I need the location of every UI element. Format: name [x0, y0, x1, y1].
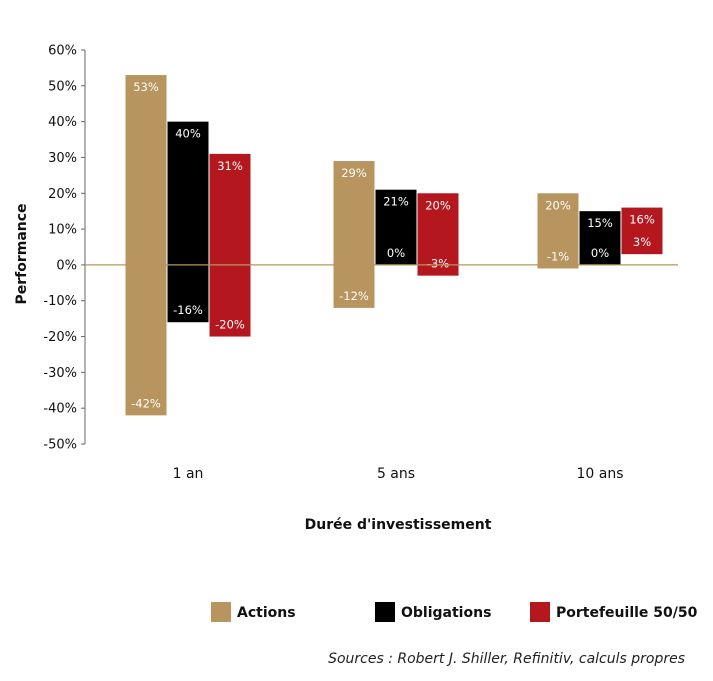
- legend-swatch: [530, 602, 550, 622]
- legend-swatch: [211, 602, 231, 622]
- data-label-min: -20%: [215, 318, 245, 332]
- legend-label: Actions: [237, 605, 296, 621]
- y-tick-label: 40%: [48, 115, 77, 130]
- y-tick-label: 30%: [48, 151, 77, 166]
- y-tick-label: -20%: [43, 330, 77, 345]
- data-label-min: 0%: [591, 246, 609, 260]
- y-tick-label: -40%: [43, 402, 77, 417]
- x-category-label: 5 ans: [377, 466, 415, 482]
- data-label-max: 31%: [217, 159, 243, 173]
- bar-actions: [333, 161, 375, 308]
- data-label-max: 20%: [425, 198, 451, 212]
- y-tick-label: -10%: [43, 294, 77, 309]
- data-label-min: -3%: [427, 257, 449, 271]
- y-tick-label: -50%: [43, 438, 77, 453]
- y-tick-label: 60%: [48, 44, 77, 59]
- source-note: Sources : Robert J. Shiller, Refinitiv, …: [328, 651, 685, 667]
- x-category-label: 10 ans: [576, 466, 623, 482]
- bar-actions: [537, 193, 579, 269]
- y-tick-label: 20%: [48, 187, 77, 202]
- y-axis: 60% 50% 40% 30% 20% 10% 0% -10% -20% -30% -40% -50%: [43, 44, 86, 453]
- data-label-max: 16%: [629, 213, 655, 227]
- data-label-min: -42%: [131, 396, 161, 410]
- y-tick-label: -30%: [43, 366, 77, 381]
- y-tick-label: 50%: [48, 79, 77, 94]
- legend-label: Portefeuille 50/50: [556, 605, 698, 621]
- x-axis-title: Durée d'investissement: [305, 517, 492, 533]
- bar-obligations: [375, 189, 417, 265]
- data-label-max: 40%: [175, 127, 201, 141]
- data-label-max: 15%: [587, 216, 613, 230]
- data-label-max: 21%: [383, 195, 409, 209]
- data-label-min: 3%: [633, 235, 651, 249]
- x-category-label: 1 an: [173, 466, 204, 482]
- bar-portefeuille-50-50: [621, 207, 663, 255]
- legend-label: Obligations: [401, 605, 491, 621]
- bar-actions: [125, 75, 167, 416]
- bar-portefeuille-50-50: [209, 153, 251, 337]
- bar-obligations: [579, 211, 621, 265]
- data-label-max: 53%: [133, 80, 159, 94]
- y-axis-title: Performance: [14, 203, 30, 304]
- y-tick-label: 10%: [48, 223, 77, 238]
- bars: [125, 75, 663, 416]
- y-tick-label: 0%: [56, 258, 77, 273]
- data-labels: 53% -42% 40% -16% 31% -20% 29% -12% 21% 0% 20% -3% 2…: [131, 80, 655, 410]
- data-label-min: 0%: [387, 246, 405, 260]
- bar-portefeuille-50-50: [417, 193, 459, 276]
- data-label-min: -1%: [547, 249, 569, 263]
- data-label-max: 29%: [341, 166, 367, 180]
- bar-obligations: [167, 121, 209, 323]
- x-axis: 1 an 5 ans 10 ans: [85, 264, 678, 482]
- data-label-min: -12%: [339, 289, 369, 303]
- data-label-max: 20%: [545, 198, 571, 212]
- legend-swatch: [375, 602, 395, 622]
- data-label-min: -16%: [173, 303, 203, 317]
- legend: Actions Obligations Portefeuille 50/50: [211, 602, 698, 622]
